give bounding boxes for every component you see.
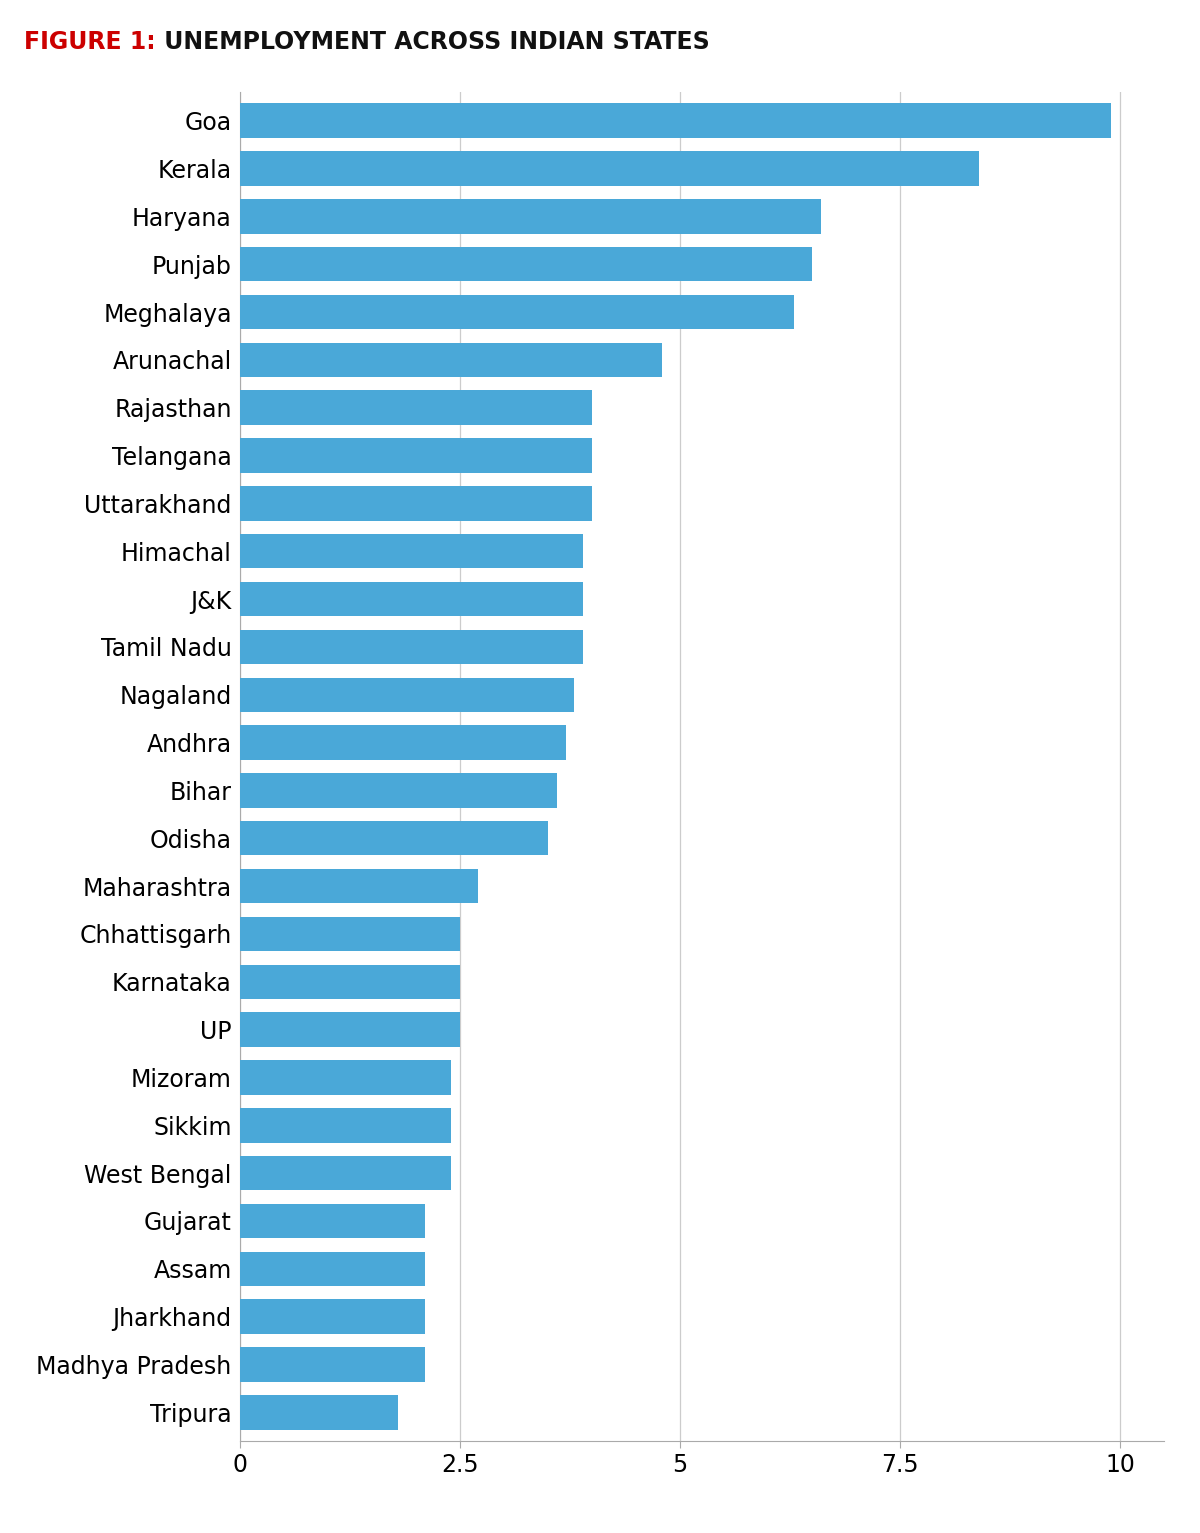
Bar xyxy=(240,1395,398,1430)
Bar xyxy=(240,438,592,472)
Bar xyxy=(240,486,592,521)
Text: FIGURE 1:: FIGURE 1: xyxy=(24,29,156,54)
Bar xyxy=(240,152,979,185)
Bar xyxy=(240,533,583,569)
Bar xyxy=(240,869,478,903)
Bar xyxy=(240,1061,451,1095)
Bar xyxy=(240,1300,425,1334)
Bar xyxy=(240,1251,425,1286)
Bar xyxy=(240,1156,451,1190)
Bar xyxy=(240,822,548,855)
Bar xyxy=(240,678,575,711)
Text: UNEMPLOYMENT ACROSS INDIAN STATES: UNEMPLOYMENT ACROSS INDIAN STATES xyxy=(156,29,709,54)
Bar xyxy=(240,1203,425,1239)
Bar xyxy=(240,391,592,425)
Bar xyxy=(240,773,557,808)
Bar xyxy=(240,1348,425,1381)
Bar xyxy=(240,583,583,616)
Bar xyxy=(240,247,812,282)
Bar xyxy=(240,343,662,377)
Bar xyxy=(240,630,583,664)
Bar xyxy=(240,294,794,330)
Bar xyxy=(240,917,460,950)
Bar xyxy=(240,1108,451,1142)
Bar xyxy=(240,1012,460,1047)
Bar xyxy=(240,964,460,1000)
Bar xyxy=(240,725,565,760)
Bar xyxy=(240,103,1111,138)
Bar xyxy=(240,199,821,233)
